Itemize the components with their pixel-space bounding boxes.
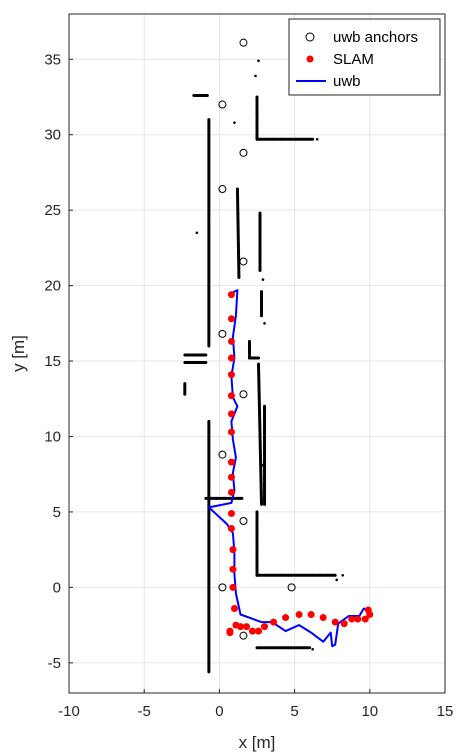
slam-point — [354, 615, 362, 623]
slam-point — [361, 615, 369, 623]
slam-points — [226, 291, 374, 637]
anchor-point — [218, 450, 227, 459]
slam-point — [227, 291, 235, 299]
legend-slam-label: SLAM — [333, 51, 374, 68]
map-wall — [235, 187, 241, 280]
y-tick-label: 30 — [44, 127, 61, 144]
y-tick-label: 20 — [44, 278, 61, 295]
anchor-point — [239, 38, 248, 47]
y-tick-label: 0 — [53, 579, 61, 596]
slam-point — [226, 629, 234, 637]
x-tick-label: 10 — [361, 703, 378, 720]
x-tick-label: -5 — [138, 703, 151, 720]
slam-point — [227, 410, 235, 418]
slam-point — [242, 623, 250, 631]
slam-point — [348, 615, 356, 623]
slam-point — [307, 611, 315, 619]
slam-point — [295, 611, 303, 619]
y-tick-label: 25 — [44, 202, 61, 219]
x-tick-labels: -10 -5 0 5 10 15 — [58, 689, 453, 720]
slam-point — [248, 627, 256, 635]
anchor-point — [239, 516, 248, 525]
map-speck — [233, 121, 236, 124]
uwb-anchor-points — [218, 38, 296, 640]
map-wall — [257, 362, 264, 506]
y-axis-label: y [m] — [9, 335, 28, 372]
legend-uwb-label: uwb — [333, 73, 361, 90]
map-speck — [335, 578, 339, 582]
slam-point — [255, 627, 263, 635]
anchor-point — [239, 257, 248, 266]
x-tick-label: -10 — [58, 703, 80, 720]
map-speck — [263, 427, 266, 431]
x-axis-label: x [m] — [239, 733, 276, 752]
anchor-point — [287, 583, 296, 592]
slam-point — [261, 623, 269, 631]
anchor-point — [218, 329, 227, 338]
y-tick-label: 35 — [44, 51, 61, 68]
x-tick-label: 5 — [290, 703, 298, 720]
slam-point — [319, 614, 327, 622]
map-speck — [341, 574, 345, 577]
slam-point — [340, 620, 348, 628]
slam-point — [364, 606, 372, 614]
slam-point — [227, 371, 235, 379]
slam-point — [227, 428, 235, 436]
slam-point — [227, 392, 235, 400]
map-speck — [195, 231, 199, 235]
legend-anchor-label: uwb anchors — [333, 29, 418, 46]
slam-point — [282, 614, 290, 622]
map-speck — [257, 59, 260, 63]
legend-box — [288, 18, 441, 96]
slam-point — [227, 315, 235, 323]
map-speck — [315, 137, 319, 141]
slam-point — [229, 583, 237, 591]
map-speck — [254, 74, 257, 78]
y-tick-labels: -5 0 5 10 15 20 25 30 35 — [44, 51, 73, 672]
slam-point — [227, 488, 235, 496]
slam-point — [229, 546, 237, 554]
slam-point — [227, 354, 235, 362]
slam-point — [236, 623, 244, 631]
legend-slam-marker — [306, 55, 314, 63]
slam-point — [227, 525, 235, 533]
axes-box — [68, 13, 446, 694]
anchor-point — [218, 100, 227, 109]
x-tick-label: 15 — [437, 703, 454, 720]
legend-anchor-marker — [305, 32, 315, 42]
map-speck — [311, 647, 314, 651]
anchor-point — [218, 185, 227, 194]
slam-point — [227, 509, 235, 517]
grid-lines — [68, 14, 446, 693]
slam-point — [230, 605, 238, 613]
anchor-point — [239, 148, 248, 157]
occupancy-map-points — [183, 59, 345, 674]
anchor-point — [239, 390, 248, 399]
slam-point — [227, 473, 235, 481]
y-tick-label: -5 — [48, 655, 61, 672]
y-tick-label: 10 — [44, 428, 61, 445]
slam-point — [331, 618, 339, 626]
map-speck — [261, 463, 265, 467]
legend: uwb anchors SLAM uwb — [288, 18, 441, 96]
slam-point — [227, 458, 235, 466]
slam-point — [227, 337, 235, 345]
x-tick-label: 0 — [215, 703, 223, 720]
anchor-point — [218, 583, 227, 592]
map-speck — [263, 322, 266, 325]
y-tick-label: 15 — [44, 353, 61, 370]
anchor-point — [239, 631, 248, 640]
map-speck — [261, 278, 265, 281]
y-tick-label: 5 — [53, 504, 61, 521]
slam-point — [229, 565, 237, 573]
slam-point — [270, 618, 278, 626]
